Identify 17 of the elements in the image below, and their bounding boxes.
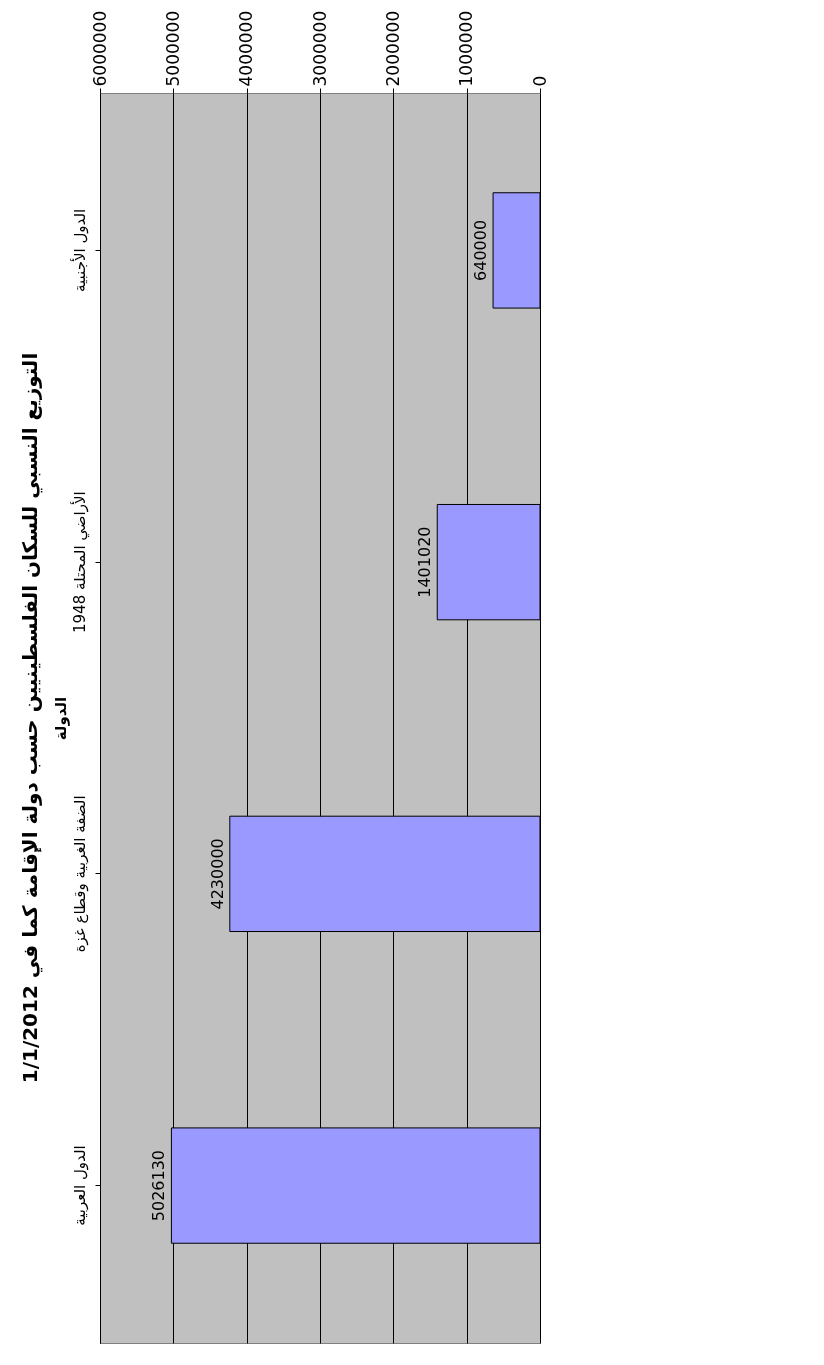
x-tick-label: 0 <box>529 75 550 87</box>
y-tick-label: الأراضي المحتلة 1948 <box>69 491 90 634</box>
y-tick-label: الدول العربية <box>70 1145 89 1226</box>
y-tick-label: الدول الأجنبية <box>69 208 89 292</box>
x-tick-label: 4000000 <box>236 10 257 87</box>
data-label: 5026130 <box>149 1149 169 1222</box>
text: التوزيع النسبي للسكان الفلسطينيين حسب دولة الإقامة كما في 1/1/2012 <box>18 352 43 1084</box>
x-tick-label: 1000000 <box>456 10 477 87</box>
data-label: 1401020 <box>415 526 435 598</box>
y-tick-label: الضفة الغربية وقطاع غزة <box>70 795 89 953</box>
x-tick-label: 6000000 <box>89 10 110 87</box>
y-axis-title: الدولة <box>51 696 70 741</box>
x-tick-label: 2000000 <box>382 10 403 87</box>
data-label: 640000 <box>471 219 491 281</box>
x-tick-label: 5000000 <box>162 10 183 87</box>
data-label: 4230000 <box>207 838 227 910</box>
x-tick-label: 3000000 <box>309 10 330 87</box>
